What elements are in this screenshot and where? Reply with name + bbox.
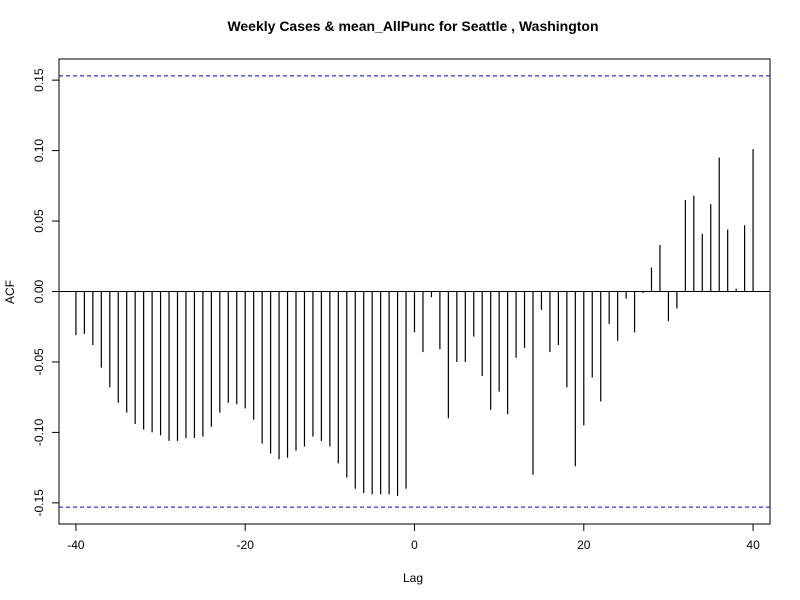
chart-title: Weekly Cases & mean_AllPunc for Seattle …: [227, 18, 598, 34]
y-tick-label: 0.00: [32, 279, 46, 303]
x-tick-label: 20: [577, 538, 591, 552]
y-tick-label: 0.15: [32, 68, 46, 92]
x-axis-label: Lag: [403, 571, 423, 585]
y-tick-label: 0.05: [32, 209, 46, 233]
x-tick-label: 0: [411, 538, 418, 552]
y-tick-label: 0.10: [32, 139, 46, 163]
y-axis: -0.15 -0.10 -0.05 0.00 0.05 0.10 0.15: [32, 68, 60, 517]
y-tick-label: -0.15: [32, 489, 46, 517]
y-tick-label: -0.10: [32, 418, 46, 446]
x-axis: -40 -20 0 20 40: [67, 523, 760, 552]
x-tick-label: -20: [237, 538, 255, 552]
acf-bars: [75, 149, 754, 496]
x-tick-label: 40: [746, 538, 760, 552]
x-tick-label: -40: [67, 538, 85, 552]
y-tick-label: -0.05: [32, 348, 46, 376]
y-axis-label: ACF: [3, 280, 17, 304]
